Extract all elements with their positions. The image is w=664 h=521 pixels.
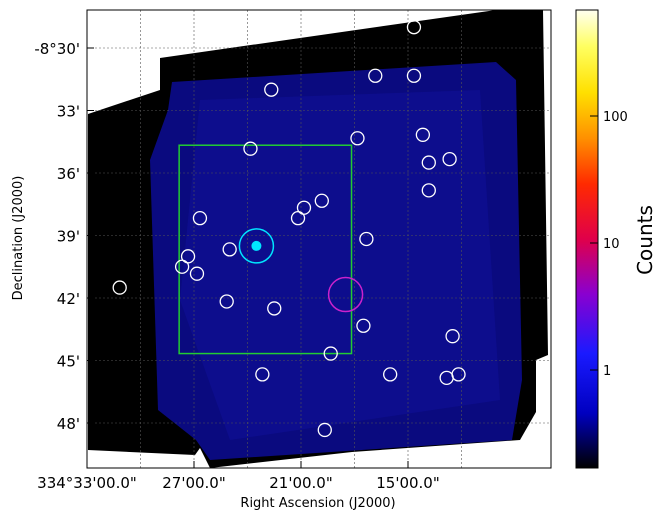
source-markers — [112, 20, 466, 438]
background-region-circle — [327, 276, 364, 313]
source-circle — [356, 318, 371, 333]
colorbar-tick-labels: 100 10 1 — [590, 110, 628, 379]
source-circle — [222, 242, 237, 257]
source-circle — [264, 82, 279, 97]
source-circle — [421, 155, 436, 170]
plot-frame — [86, 9, 552, 469]
field-core — [180, 90, 500, 440]
source-circle — [112, 280, 127, 295]
y-tick-label: 42' — [57, 290, 80, 308]
x-axis-label: Right Ascension (J2000) — [240, 496, 395, 511]
grid-lines — [87, 10, 551, 468]
x-tick-labels: 334°33'00.0" 27'00.0" 21'00.0" 15'00.0" — [37, 461, 440, 492]
colorbar-tick-label: 10 — [603, 237, 620, 252]
y-axis-label: Declination (J2000) — [11, 176, 26, 301]
source-circle — [442, 151, 457, 167]
x-tick-label: 334°33'00.0" — [37, 474, 137, 492]
source-circle — [314, 193, 329, 208]
y-tick-label: 45' — [57, 353, 80, 371]
source-circle — [445, 329, 460, 344]
source-circle — [243, 141, 258, 156]
source-circle — [255, 367, 270, 382]
source-circle — [383, 367, 398, 382]
y-tick-label: 36' — [57, 165, 80, 183]
source-circle — [290, 210, 306, 226]
source-circle — [350, 131, 365, 146]
source-circle — [219, 294, 234, 309]
source-circle — [192, 210, 208, 226]
source-circle — [421, 183, 436, 198]
colorbar-tick-label: 1 — [603, 364, 611, 379]
y-tick-labels: -8°30' 33' 36' 39' 42' 45' 48' — [34, 40, 94, 433]
y-tick-label: 33' — [57, 103, 80, 121]
source-circle — [451, 367, 466, 382]
target-source — [251, 240, 262, 251]
x-tick-label: 21'00.0" — [269, 474, 333, 492]
source-circle — [267, 301, 282, 316]
colorbar-tick-label: 100 — [603, 110, 628, 125]
colorbar — [575, 9, 599, 469]
source-circle — [415, 127, 431, 142]
target-circle — [238, 228, 275, 264]
x-tick-label: 27'00.0" — [162, 474, 226, 492]
y-tick-label: 48' — [57, 415, 80, 433]
source-circle — [406, 20, 422, 35]
source-circle — [359, 231, 374, 247]
source-circle — [189, 266, 205, 281]
region-box — [178, 144, 353, 355]
source-circle — [406, 68, 422, 83]
y-tick-label: 39' — [57, 228, 80, 246]
x-tick-label: 15'00.0" — [376, 474, 440, 492]
colorbar-label: Counts — [633, 205, 657, 275]
source-circle — [323, 346, 338, 361]
source-circle — [368, 68, 383, 83]
target-marker — [238, 228, 275, 264]
source-circle — [317, 422, 332, 438]
source-circle — [174, 259, 190, 274]
y-tick-label: -8°30' — [34, 40, 80, 58]
